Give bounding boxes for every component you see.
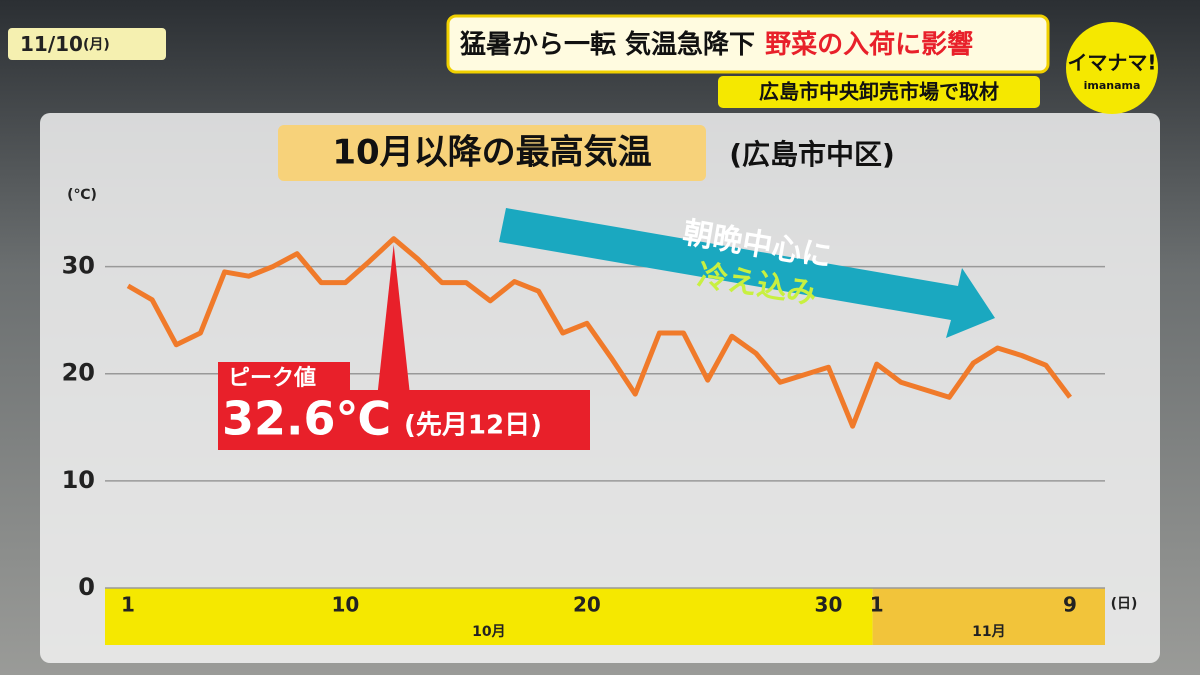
headline: 猛暑から一転 気温急降下 野菜の入荷に影響 (459, 29, 973, 60)
subheadline-box (718, 76, 1040, 108)
chart-title: 10月以降の最高気温 (332, 133, 651, 173)
y-tick-label: 20 (62, 359, 95, 387)
peak-label: ピーク値 (228, 366, 316, 391)
logo: イマナマ! (1067, 51, 1156, 75)
trend-arrow (499, 208, 995, 338)
subheadline: 広島市中央卸売市場で取材 (759, 80, 999, 104)
date-box (8, 28, 166, 60)
x-unit: (日) (1111, 596, 1138, 612)
peak-value: 32.6℃ (222, 392, 391, 446)
x-tick-label: 1 (870, 593, 884, 617)
date: 11/10(月) (20, 32, 110, 56)
peak-label-box (218, 362, 350, 394)
peak-note: (先月12日) (404, 411, 542, 441)
y-tick-label: 10 (62, 466, 95, 494)
logo-circle (1066, 22, 1158, 114)
title-box (278, 125, 706, 181)
peak-pointer (377, 244, 410, 392)
peak-value-box (218, 390, 590, 450)
plot: 10月 11月 0 10 20 30 1 10 20 30 1 9 (62, 236, 1105, 645)
x-tick-label: 1 (121, 593, 135, 617)
headline-box (446, 14, 1050, 74)
y-tick-label: 0 (78, 573, 95, 601)
temperature-line (126, 236, 1072, 429)
logo-sub: imanama (1084, 79, 1141, 92)
y-unit: (℃) (67, 187, 97, 203)
month-band (105, 588, 873, 645)
chart-panel (40, 113, 1160, 663)
x-tick-label: 30 (815, 593, 843, 617)
y-tick-label: 30 (62, 252, 95, 280)
x-tick-label: 20 (573, 593, 601, 617)
month-label: 11月 (972, 624, 1005, 640)
month-label: 10月 (472, 624, 505, 640)
x-tick-label: 10 (331, 593, 359, 617)
chart-subtitle: (広島市中区) (729, 138, 895, 171)
month-band (872, 588, 1105, 645)
x-tick-label: 9 (1063, 593, 1077, 617)
